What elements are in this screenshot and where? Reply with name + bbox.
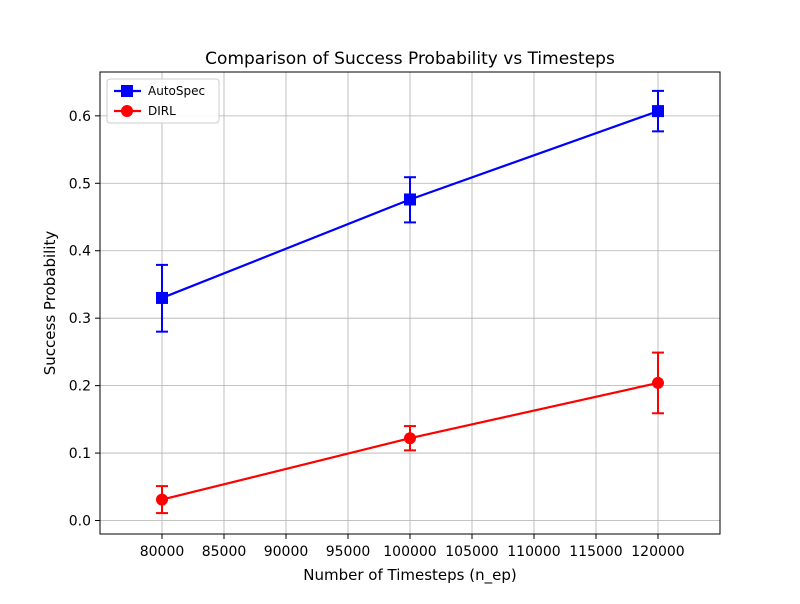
- y-tick-label: 0.3: [69, 311, 91, 327]
- x-tick-label: 115000: [569, 544, 622, 560]
- x-tick-label: 110000: [507, 544, 560, 560]
- x-tick-label: 80000: [140, 544, 185, 560]
- y-tick-label: 0.4: [69, 244, 91, 260]
- series-dirl: [156, 351, 664, 515]
- x-tick-label: 85000: [202, 544, 247, 560]
- data-point: [404, 432, 416, 445]
- legend-marker: [121, 105, 133, 117]
- data-point: [652, 105, 664, 118]
- x-tick-label: 120000: [631, 544, 684, 560]
- x-tick-label: 90000: [264, 544, 309, 560]
- ticks: 80000 85000 90000 95000 100000 105000 110000 11…: [69, 109, 685, 560]
- y-tick-label: 0.1: [69, 446, 91, 462]
- series-layer: [156, 89, 664, 515]
- x-tick-label: 100000: [383, 544, 436, 560]
- x-tick-label: 105000: [445, 544, 498, 560]
- grid: [100, 72, 720, 534]
- legend-entry: AutoSpec: [114, 84, 205, 98]
- x-axis-label: Number of Timesteps (n_ep): [303, 566, 516, 585]
- series-autospec: [156, 89, 664, 333]
- y-tick-label: 0.5: [69, 176, 91, 192]
- y-tick-label: 0.6: [69, 109, 91, 125]
- data-point: [156, 291, 168, 304]
- legend-label: DIRL: [148, 104, 176, 118]
- data-point: [652, 376, 664, 389]
- data-point: [404, 193, 416, 206]
- y-tick-label: 0.0: [69, 514, 91, 530]
- legend-label: AutoSpec: [148, 84, 205, 98]
- legend-marker: [121, 85, 133, 97]
- legend: AutoSpec DIRL: [106, 78, 220, 124]
- chart-title: Comparison of Success Probability vs Tim…: [205, 49, 615, 69]
- data-point: [156, 493, 168, 506]
- legend-entry: DIRL: [114, 104, 176, 118]
- x-tick-label: 95000: [326, 544, 371, 560]
- y-axis-label: Success Probability: [41, 231, 59, 376]
- y-tick-label: 0.2: [69, 379, 91, 395]
